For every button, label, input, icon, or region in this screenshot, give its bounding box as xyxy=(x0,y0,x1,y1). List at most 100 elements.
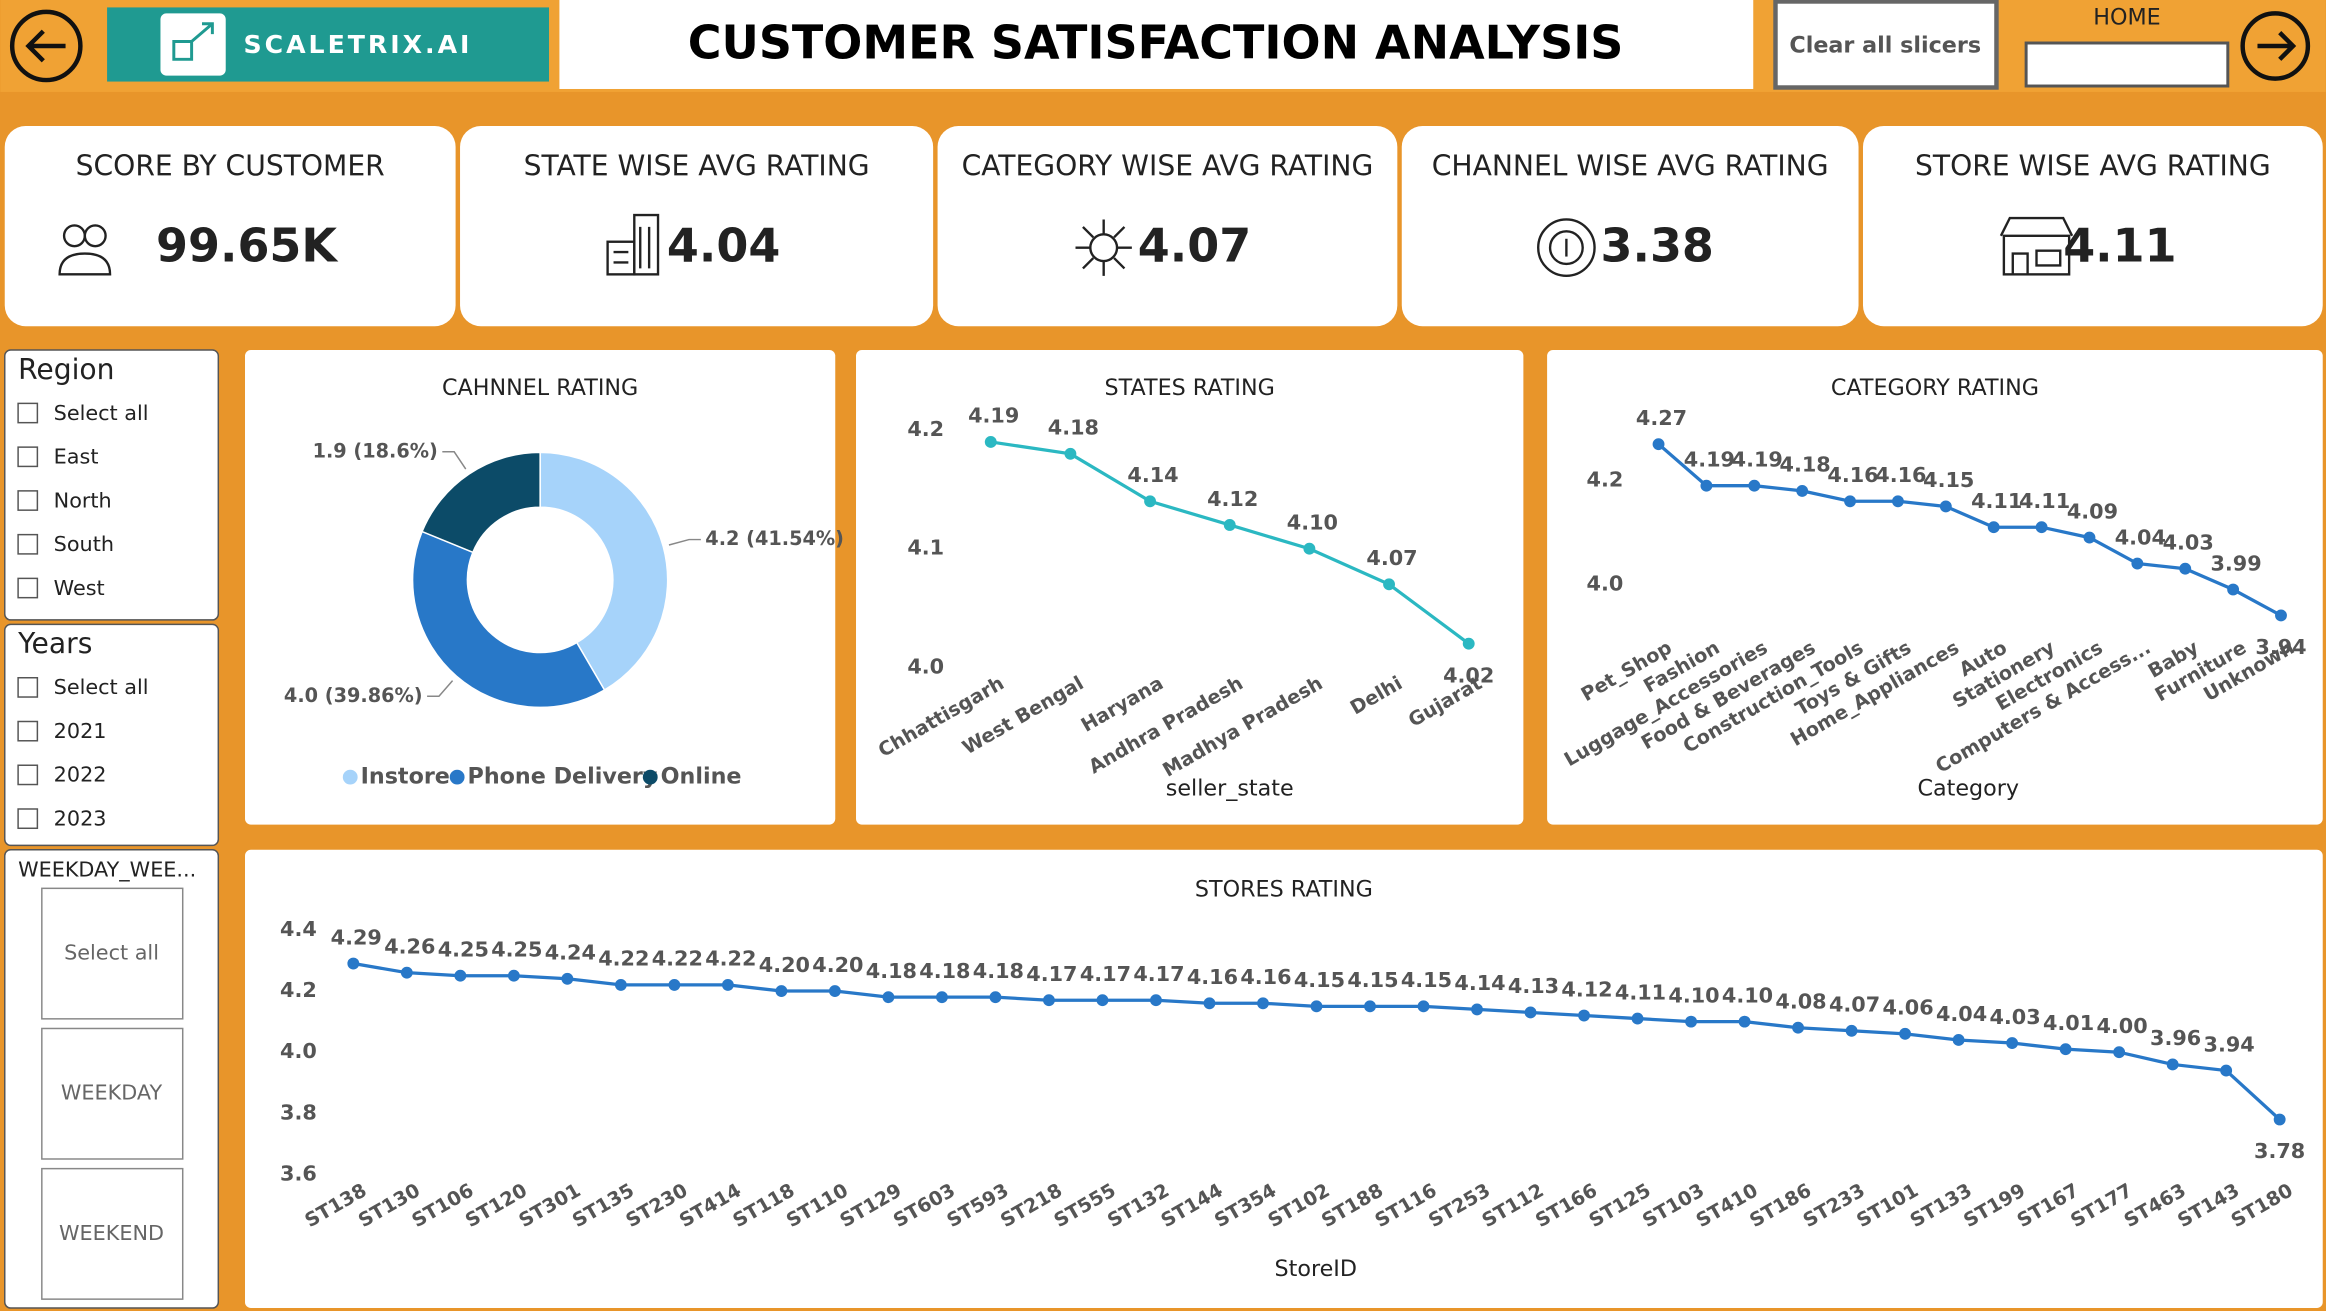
data-label: 4.22 xyxy=(705,947,756,971)
home-button[interactable] xyxy=(2024,41,2230,88)
y-tick-label: 4.0 xyxy=(907,654,944,678)
data-label: 4.19 xyxy=(1684,447,1735,471)
back-button[interactable] xyxy=(9,9,83,83)
data-label: 4.08 xyxy=(1775,990,1826,1014)
tile-button[interactable] xyxy=(41,1027,184,1160)
point xyxy=(1043,994,1055,1007)
point xyxy=(668,978,681,991)
slicer-panel: Region Select all East North South West Years S… xyxy=(4,349,220,1309)
tile-label[interactable]: WEEKDAY xyxy=(61,1081,163,1105)
clear-slicers-label[interactable]: Clear all slicers xyxy=(1789,32,1981,58)
forward-button[interactable] xyxy=(2240,11,2311,81)
y-tick-label: 4.0 xyxy=(280,1039,317,1063)
kpi-value: 4.04 xyxy=(667,219,780,273)
point xyxy=(1952,1034,1965,1046)
slicer-option[interactable]: 2021 xyxy=(54,719,107,743)
data-label: 4.29 xyxy=(331,925,382,949)
legend-label: Instore xyxy=(361,764,450,790)
kpi-card xyxy=(4,126,456,327)
kpi-label: CATEGORY WISE AVG RATING xyxy=(962,150,1374,183)
data-label: 4.00 xyxy=(2096,1014,2147,1038)
slicer-option[interactable]: 2023 xyxy=(54,806,107,830)
kpi-label: STATE WISE AVG RATING xyxy=(524,150,870,183)
data-label: 4.07 xyxy=(1366,546,1417,570)
x-axis-title: Category xyxy=(1917,775,2019,801)
data-label: 4.20 xyxy=(759,953,810,977)
kpi-icon xyxy=(633,213,660,276)
point xyxy=(1064,447,1077,460)
point xyxy=(1631,1012,1644,1025)
point xyxy=(2035,521,2048,534)
point xyxy=(561,972,574,985)
data-label: 4.16 xyxy=(1875,463,1926,487)
data-label: 4.20 xyxy=(812,953,863,977)
slicer-option[interactable]: 2022 xyxy=(54,763,107,787)
checkbox[interactable] xyxy=(17,490,39,511)
slicer-option[interactable]: South xyxy=(54,532,114,556)
x-axis-title: seller_state xyxy=(1166,775,1294,801)
kpi-label: SCORE BY CUSTOMER xyxy=(76,150,385,183)
y-tick-label: 4.0 xyxy=(1587,571,1624,595)
donut-slice xyxy=(421,451,541,554)
checkbox[interactable] xyxy=(17,720,39,742)
data-label: 4.2 (41.54%) xyxy=(705,527,844,550)
leader-line xyxy=(427,680,454,698)
slicer-option[interactable]: Select all xyxy=(54,401,149,425)
point xyxy=(1796,484,1809,497)
y-tick-label: 4.2 xyxy=(280,978,317,1002)
legend-label: Online xyxy=(661,764,742,790)
kpi-icon xyxy=(1999,216,2074,275)
data-label: 4.11 xyxy=(2019,489,2070,513)
checkbox[interactable] xyxy=(17,402,39,424)
point xyxy=(2083,531,2096,544)
legend-swatch xyxy=(342,769,358,785)
checkbox[interactable] xyxy=(17,577,39,599)
kpi-card xyxy=(937,126,1398,327)
clear-slicers-button[interactable]: Clear all slicers xyxy=(1773,0,1999,90)
point xyxy=(1792,1021,1805,1034)
data-label: 4.14 xyxy=(1454,971,1505,995)
data-label: 4.22 xyxy=(652,947,703,971)
data-label: 4.01 xyxy=(2043,1011,2094,1035)
y-tick-label: 3.6 xyxy=(280,1162,317,1186)
legend-swatch xyxy=(642,769,658,785)
checkbox[interactable] xyxy=(17,677,39,698)
data-label: 3.99 xyxy=(2210,551,2261,575)
checkbox[interactable] xyxy=(17,533,39,555)
slicer-title: Years xyxy=(17,627,92,660)
point xyxy=(1844,495,1856,508)
point xyxy=(1748,479,1761,492)
slicer-option[interactable]: West xyxy=(54,576,105,600)
checkbox[interactable] xyxy=(17,446,39,468)
data-label: 4.03 xyxy=(1989,1005,2040,1029)
data-label: 4.12 xyxy=(1561,977,1612,1001)
point xyxy=(1738,1015,1751,1028)
point xyxy=(989,991,1002,1004)
point xyxy=(1471,1003,1483,1016)
kpi-value: 3.38 xyxy=(1600,219,1713,273)
point xyxy=(2220,1064,2233,1077)
data-label: 4.06 xyxy=(1882,996,1933,1020)
point xyxy=(1845,1024,1858,1037)
tile-button[interactable] xyxy=(41,1167,184,1300)
y-tick-label: 4.2 xyxy=(907,417,944,441)
checkbox[interactable] xyxy=(17,764,39,786)
slicer-option[interactable]: North xyxy=(54,488,112,512)
checkbox[interactable] xyxy=(17,808,39,830)
point xyxy=(2059,1043,2072,1056)
data-label: 4.16 xyxy=(1827,463,1878,487)
point xyxy=(2131,557,2144,570)
tile-label[interactable]: Select all xyxy=(64,941,159,965)
logo-text: SCALETRIX.AI xyxy=(244,30,473,59)
legend-swatch xyxy=(449,769,465,785)
slicer-option[interactable]: Select all xyxy=(54,675,149,699)
data-label: 4.24 xyxy=(545,941,596,965)
point xyxy=(1364,1000,1376,1013)
slicer-option[interactable]: East xyxy=(54,445,99,469)
chart-title: CATEGORY RATING xyxy=(1831,375,2039,401)
kpi-icon xyxy=(83,224,107,248)
tile-label[interactable]: WEEKEND xyxy=(59,1221,164,1245)
point xyxy=(2179,562,2192,575)
data-label: 4.17 xyxy=(1080,962,1131,986)
tile-button[interactable] xyxy=(41,887,184,1020)
